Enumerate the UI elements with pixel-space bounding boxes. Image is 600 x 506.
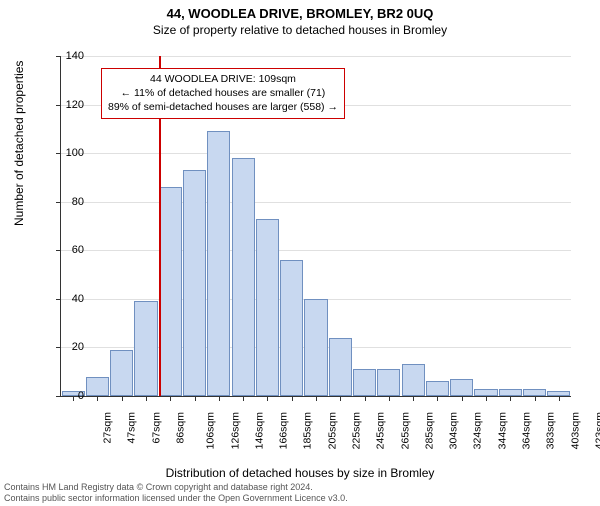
histogram-bar — [353, 369, 376, 396]
x-tick — [195, 396, 196, 401]
y-tick-label: 140 — [54, 50, 84, 62]
x-tick — [219, 396, 220, 401]
histogram-bar — [426, 381, 449, 396]
y-tick-label: 120 — [54, 99, 84, 111]
x-tick — [462, 396, 463, 401]
x-tick-label: 423sqm — [593, 412, 600, 449]
x-tick-label: 304sqm — [448, 412, 460, 449]
grid-line — [61, 153, 571, 154]
x-tick-label: 285sqm — [423, 412, 435, 449]
x-tick-label: 67sqm — [150, 412, 162, 444]
x-tick-label: 225sqm — [350, 412, 362, 449]
x-tick-label: 27sqm — [102, 412, 114, 444]
footer-line-2: Contains public sector information licen… — [4, 493, 348, 504]
y-tick-label: 80 — [54, 196, 84, 208]
x-tick — [267, 396, 268, 401]
x-tick — [122, 396, 123, 401]
histogram-bar — [377, 369, 400, 396]
x-tick — [316, 396, 317, 401]
grid-line — [61, 202, 571, 203]
page-title: 44, WOODLEA DRIVE, BROMLEY, BR2 0UQ — [0, 6, 600, 21]
histogram-bar — [474, 389, 497, 396]
histogram-bar — [256, 219, 279, 396]
info-box-line: 89% of semi-detached houses are larger (… — [108, 100, 338, 114]
x-tick-label: 265sqm — [399, 412, 411, 449]
x-tick-label: 86sqm — [175, 412, 187, 444]
histogram-bar — [159, 187, 182, 396]
x-tick-label: 106sqm — [205, 412, 217, 449]
x-tick — [292, 396, 293, 401]
property-info-box: 44 WOODLEA DRIVE: 109sqm← 11% of detache… — [101, 68, 345, 119]
histogram-bar — [499, 389, 522, 396]
x-tick — [243, 396, 244, 401]
x-tick-label: 324sqm — [472, 412, 484, 449]
x-tick — [365, 396, 366, 401]
histogram-bar — [134, 301, 157, 396]
x-tick — [510, 396, 511, 401]
histogram-bar — [402, 364, 425, 396]
x-tick — [413, 396, 414, 401]
y-tick-label: 60 — [54, 244, 84, 256]
grid-line — [61, 56, 571, 57]
y-tick-label: 40 — [54, 293, 84, 305]
info-box-line: 44 WOODLEA DRIVE: 109sqm — [108, 72, 338, 86]
y-tick-label: 100 — [54, 147, 84, 159]
y-tick-label: 20 — [54, 341, 84, 353]
histogram-bar — [110, 350, 133, 396]
x-tick-label: 126sqm — [229, 412, 241, 449]
histogram-bar — [304, 299, 327, 396]
x-tick-label: 166sqm — [278, 412, 290, 449]
x-tick — [559, 396, 560, 401]
histogram-bar — [329, 338, 352, 396]
histogram-bar — [86, 377, 109, 396]
histogram-bar — [183, 170, 206, 396]
y-axis-label: Number of detached properties — [12, 61, 26, 226]
x-axis-label: Distribution of detached houses by size … — [0, 466, 600, 480]
x-tick — [486, 396, 487, 401]
x-tick-label: 205sqm — [326, 412, 338, 449]
x-tick — [146, 396, 147, 401]
x-tick-label: 383sqm — [545, 412, 557, 449]
x-tick — [340, 396, 341, 401]
x-tick-label: 185sqm — [302, 412, 314, 449]
histogram-bar — [207, 131, 230, 396]
footer-line-1: Contains HM Land Registry data © Crown c… — [4, 482, 348, 493]
x-tick — [97, 396, 98, 401]
histogram-bar — [450, 379, 473, 396]
x-tick — [535, 396, 536, 401]
x-tick-label: 344sqm — [496, 412, 508, 449]
x-tick — [389, 396, 390, 401]
x-tick-label: 245sqm — [375, 412, 387, 449]
y-tick-label: 0 — [54, 390, 84, 402]
x-tick-label: 146sqm — [253, 412, 265, 449]
x-tick — [170, 396, 171, 401]
histogram-bar — [232, 158, 255, 396]
grid-line — [61, 250, 571, 251]
histogram-chart: 44 WOODLEA DRIVE: 109sqm← 11% of detache… — [60, 56, 570, 426]
x-tick — [437, 396, 438, 401]
plot-area: 44 WOODLEA DRIVE: 109sqm← 11% of detache… — [60, 56, 571, 397]
histogram-bar — [280, 260, 303, 396]
page-subtitle: Size of property relative to detached ho… — [0, 23, 600, 37]
x-tick-label: 364sqm — [520, 412, 532, 449]
x-tick-label: 47sqm — [126, 412, 138, 444]
info-box-line: ← 11% of detached houses are smaller (71… — [108, 86, 338, 100]
x-tick-label: 403sqm — [569, 412, 581, 449]
footer-attribution: Contains HM Land Registry data © Crown c… — [4, 482, 348, 504]
histogram-bar — [523, 389, 546, 396]
